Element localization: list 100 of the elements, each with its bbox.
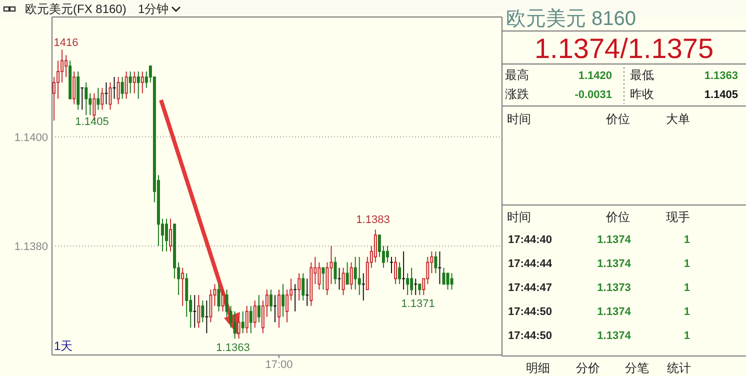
y-tick-label: 1.1400 bbox=[14, 132, 48, 144]
annotation: 1416 bbox=[54, 37, 78, 49]
text: 17:44:40 bbox=[508, 234, 552, 246]
candlestick bbox=[185, 272, 188, 318]
candlestick bbox=[197, 294, 200, 328]
candlestick bbox=[217, 284, 220, 312]
text: 1.1363 bbox=[704, 70, 738, 82]
text: 17:44:47 bbox=[508, 282, 552, 294]
chart-subtitle: 1分钟 bbox=[138, 2, 169, 16]
candlestick bbox=[204, 300, 209, 334]
text: 1.1405 bbox=[704, 89, 738, 101]
candlestick bbox=[354, 256, 357, 290]
candlestick bbox=[410, 267, 414, 296]
annotation: 1.1363 bbox=[216, 342, 250, 354]
text: 1.1374 bbox=[597, 306, 632, 318]
candlestick bbox=[406, 272, 410, 296]
annotation: 1.1371 bbox=[401, 298, 435, 310]
candlestick bbox=[305, 278, 310, 306]
candlestick bbox=[286, 289, 289, 323]
annotation: 1天 bbox=[54, 339, 73, 353]
candlestick bbox=[394, 256, 398, 285]
candlestick bbox=[342, 267, 345, 296]
candlestick bbox=[209, 289, 212, 323]
candlestick bbox=[108, 82, 112, 110]
candlestick bbox=[272, 294, 277, 323]
text: 欧元美元 8160 bbox=[506, 7, 636, 30]
text: -0.0031 bbox=[574, 89, 612, 101]
text: 1.1374/1.1375 bbox=[534, 33, 714, 64]
text: 时间 bbox=[507, 112, 531, 126]
candlestick bbox=[414, 278, 418, 296]
candlestick bbox=[245, 305, 248, 334]
candlestick bbox=[237, 316, 240, 340]
candlestick bbox=[56, 60, 60, 100]
candlestick bbox=[60, 49, 64, 83]
text: 17:44:44 bbox=[508, 258, 553, 270]
candlestick bbox=[278, 289, 281, 328]
candlestick bbox=[334, 256, 337, 285]
text: 昨收 bbox=[630, 87, 654, 101]
candlestick bbox=[346, 262, 349, 285]
text: 1 bbox=[684, 258, 690, 270]
y-tick-label: 1.1380 bbox=[14, 240, 48, 253]
candlestick bbox=[438, 250, 442, 285]
text: 1 bbox=[684, 234, 690, 246]
candlestick bbox=[318, 262, 321, 290]
candlestick bbox=[140, 71, 144, 94]
candlestick bbox=[282, 284, 285, 318]
text: 1.1420 bbox=[578, 70, 612, 82]
text: 1 bbox=[684, 306, 690, 318]
text: 大单 bbox=[666, 112, 690, 126]
candlestick bbox=[112, 76, 116, 100]
candlestick bbox=[80, 87, 84, 110]
candlestick bbox=[201, 300, 204, 323]
text: 最低 bbox=[630, 68, 654, 82]
chart-title: 欧元美元(FX 8160) bbox=[25, 2, 126, 16]
candlestick bbox=[390, 256, 394, 274]
candlestick bbox=[434, 250, 438, 274]
candlestick bbox=[249, 305, 252, 334]
candlestick bbox=[350, 262, 353, 290]
annotation: 1.1405 bbox=[75, 116, 109, 128]
candlestick bbox=[337, 267, 342, 290]
candlestick bbox=[132, 71, 136, 94]
candlestick bbox=[72, 71, 76, 105]
candlestick bbox=[136, 71, 140, 100]
candlestick bbox=[233, 310, 236, 340]
text: 1 bbox=[684, 330, 690, 342]
text: 1 bbox=[684, 282, 690, 294]
candlestick bbox=[100, 87, 104, 110]
text: 1.1374 bbox=[597, 234, 632, 246]
text: 明细 bbox=[526, 361, 550, 375]
candlestick bbox=[64, 54, 68, 78]
candlestick bbox=[241, 310, 244, 334]
text: 最高 bbox=[505, 68, 529, 82]
candlestick bbox=[124, 71, 128, 100]
text: 现手 bbox=[666, 210, 690, 224]
candlestick bbox=[84, 82, 88, 116]
candlestick bbox=[302, 272, 305, 301]
candlestick bbox=[169, 218, 172, 252]
candlestick bbox=[104, 82, 108, 105]
candlestick bbox=[450, 272, 454, 290]
candlestick bbox=[442, 267, 446, 285]
text: 1.1374 bbox=[597, 258, 632, 270]
candlestick bbox=[386, 245, 389, 263]
candlestick bbox=[120, 76, 124, 100]
candlestick bbox=[221, 289, 224, 312]
text: 价位 bbox=[605, 210, 630, 224]
text: 17:44:50 bbox=[508, 330, 552, 342]
candlestick bbox=[257, 294, 260, 323]
text: 1.1374 bbox=[597, 330, 632, 342]
text: 分价 bbox=[576, 361, 600, 375]
candlestick bbox=[269, 289, 272, 312]
candlestick bbox=[361, 272, 366, 301]
candlestick bbox=[128, 71, 132, 94]
candlestick bbox=[116, 76, 120, 105]
text: 分笔 bbox=[625, 361, 649, 375]
candlestick bbox=[192, 294, 197, 328]
text: 17:44:50 bbox=[508, 306, 552, 318]
x-tick-label: 17:00 bbox=[265, 359, 293, 371]
candlestick bbox=[398, 262, 402, 285]
candlestick bbox=[374, 229, 377, 263]
text: 时间 bbox=[507, 210, 531, 224]
